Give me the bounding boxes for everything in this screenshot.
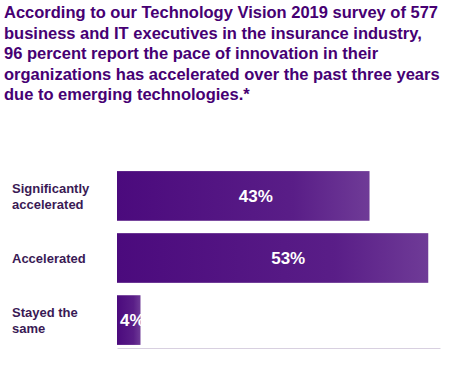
data-label: 53% [271, 249, 305, 268]
chart-container: According to our Technology Vision 2019 … [0, 0, 449, 379]
x-axis [118, 348, 441, 349]
data-label: 43% [239, 187, 273, 206]
category-label: Significantlyaccelerated [12, 181, 90, 212]
x-axis-line [118, 348, 441, 349]
bar [117, 171, 370, 221]
category-label: Stayed thesame [12, 305, 78, 336]
bars [117, 171, 428, 345]
bar [117, 233, 428, 283]
data-label: 4% [120, 311, 145, 330]
title: According to our Technology Vision 2019 … [4, 3, 440, 103]
category-label: Accelerated [12, 251, 86, 266]
chart-svg: According to our Technology Vision 2019 … [0, 0, 449, 379]
